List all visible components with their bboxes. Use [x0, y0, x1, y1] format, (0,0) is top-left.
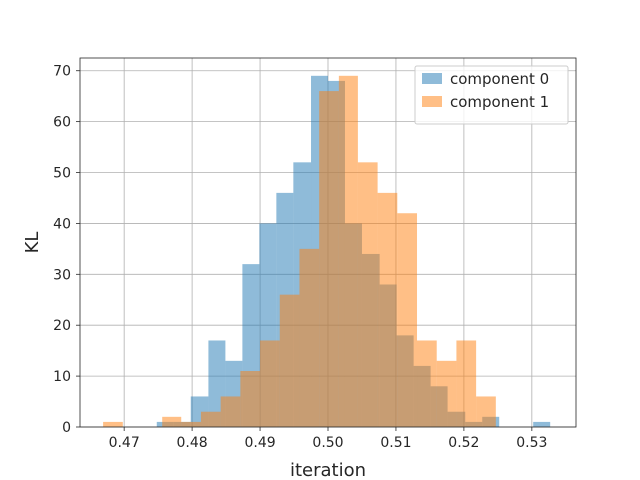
x-tick-label: 0.53 — [516, 435, 547, 451]
x-tick-label: 0.52 — [448, 435, 479, 451]
histogram-bar — [357, 162, 378, 427]
histogram-bar — [319, 91, 339, 427]
histogram-bar — [200, 411, 221, 427]
histogram-bar — [397, 213, 418, 427]
y-axis-label: KL — [22, 232, 43, 254]
legend-box — [414, 65, 569, 125]
y-tick-label: 40 — [53, 216, 71, 232]
histogram-bar — [476, 396, 496, 427]
legend-swatch — [422, 73, 442, 84]
histogram-bar — [162, 416, 182, 427]
histogram-bar — [436, 360, 457, 427]
histogram-bar — [417, 340, 437, 427]
histogram-bar — [240, 371, 261, 427]
x-tick-label: 0.50 — [312, 435, 343, 451]
legend-label: component 1 — [450, 93, 549, 111]
x-tick-label: 0.51 — [380, 435, 411, 451]
legend-item: component 0 — [422, 70, 549, 88]
histogram-bar — [181, 421, 201, 427]
y-axis-ticks: 0 10 20 30 40 50 60 70 — [53, 64, 80, 436]
histogram-bar — [377, 192, 398, 427]
histogram-bar — [103, 421, 123, 427]
legend: component 0 component 1 — [414, 65, 569, 125]
histogram-bar — [299, 248, 320, 427]
x-tick-label: 0.47 — [109, 435, 140, 451]
histogram-bar — [338, 75, 358, 428]
histogram-bar — [260, 340, 280, 427]
legend-label: component 0 — [450, 70, 549, 88]
histogram-bar — [533, 421, 551, 427]
histogram-bar — [456, 340, 477, 427]
x-axis-ticks: 0.47 0.48 0.49 0.50 0.51 0.52 0.53 — [109, 427, 547, 451]
bars — [103, 75, 551, 428]
legend-item: component 1 — [422, 93, 549, 111]
y-tick-label: 10 — [53, 369, 71, 385]
y-tick-label: 50 — [53, 166, 71, 182]
x-tick-label: 0.48 — [177, 435, 208, 451]
histogram-bar — [279, 294, 300, 427]
series-1-bars — [103, 75, 496, 428]
y-tick-label: 30 — [53, 267, 71, 283]
y-tick-label: 20 — [53, 318, 71, 334]
legend-swatch — [422, 96, 442, 107]
x-axis-label: iteration — [290, 460, 366, 480]
histogram-bar — [220, 396, 241, 427]
y-tick-label: 60 — [53, 115, 71, 131]
y-tick-label: 0 — [62, 420, 71, 436]
x-tick-label: 0.49 — [244, 435, 275, 451]
y-tick-label: 70 — [53, 64, 71, 80]
